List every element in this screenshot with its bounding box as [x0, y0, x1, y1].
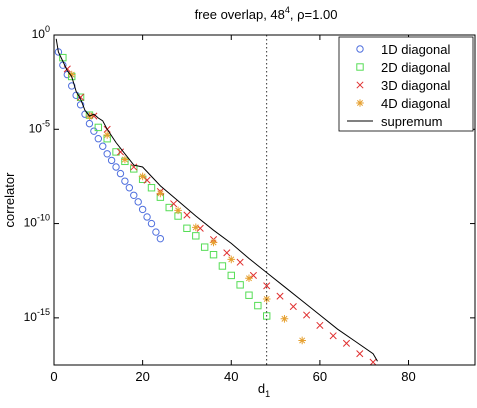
- legend-label: 2D diagonal: [381, 60, 450, 75]
- data-point-1d-diagonal: [90, 127, 98, 135]
- y-tick-label: 100: [32, 24, 50, 41]
- data-point-1d-diagonal: [147, 219, 156, 228]
- data-point-3d-diagonal: [276, 292, 284, 300]
- data-point-4d-diagonal: [245, 274, 253, 283]
- data-point-3d-diagonal: [342, 339, 351, 347]
- data-point-1d-diagonal: [143, 213, 151, 221]
- y-tick-label: 10-10: [24, 213, 50, 230]
- title-main: free overlap, 48: [195, 7, 285, 22]
- data-point-1d-diagonal: [121, 177, 129, 185]
- data-point-1d-diagonal: [103, 150, 111, 158]
- data-point-4d-diagonal: [138, 172, 147, 181]
- data-point-3d-diagonal: [130, 163, 138, 171]
- data-point-2d-diagonal: [94, 123, 103, 132]
- data-point-3d-diagonal: [196, 224, 204, 232]
- data-point-3d-diagonal: [249, 271, 257, 279]
- data-point-2d-diagonal: [165, 203, 173, 212]
- data-point-1d-diagonal: [112, 163, 120, 171]
- legend-label: 4D diagonal: [381, 96, 450, 111]
- data-point-4d-diagonal: [156, 189, 165, 198]
- legend: 1D diagonal 2D diagonal 3D diagonal 4D diag…: [338, 36, 474, 132]
- data-point-3d-diagonal: [303, 311, 311, 319]
- data-point-4d-diagonal: [280, 315, 289, 323]
- data-point-2d-diagonal: [254, 301, 262, 310]
- legend-swatch: [356, 99, 364, 107]
- legend-label: 3D diagonal: [381, 78, 450, 93]
- data-point-3d-diagonal: [223, 249, 231, 257]
- data-point-2d-diagonal: [209, 250, 218, 259]
- title-superscript: 4: [285, 5, 290, 15]
- data-point-4d-diagonal: [227, 255, 236, 264]
- data-point-2d-diagonal: [112, 148, 120, 156]
- data-point-1d-diagonal: [125, 184, 134, 192]
- data-point-3d-diagonal: [236, 258, 244, 266]
- data-point-2d-diagonal: [147, 184, 156, 192]
- data-point-1d-diagonal: [134, 198, 142, 206]
- x-tick-label: 80: [401, 369, 415, 384]
- y-tick-label: 10-15: [24, 307, 50, 324]
- data-point-2d-diagonal: [183, 224, 191, 232]
- data-point-4d-diagonal: [192, 223, 200, 232]
- chart-title: free overlap, 484, ρ=1.00: [195, 5, 338, 22]
- data-point-4d-diagonal: [103, 131, 111, 139]
- data-point-2d-diagonal: [192, 232, 200, 240]
- data-point-4d-diagonal: [174, 206, 182, 215]
- series-line-supremum: [55, 38, 378, 362]
- legend-swatch: [356, 45, 364, 53]
- title-tail: , ρ=1.00: [290, 7, 338, 22]
- data-point-3d-diagonal: [170, 200, 178, 208]
- x-axis-label: d1: [258, 381, 270, 399]
- data-point-3d-diagonal: [356, 350, 364, 358]
- data-point-2d-diagonal: [218, 262, 227, 270]
- y-axis-label: correlator: [2, 172, 17, 228]
- data-point-1d-diagonal: [156, 234, 165, 243]
- x-tick-label: 40: [224, 369, 238, 384]
- data-point-1d-diagonal: [107, 156, 116, 165]
- data-point-2d-diagonal: [227, 271, 235, 280]
- data-point-1d-diagonal: [116, 169, 125, 178]
- series-layer: [54, 38, 378, 365]
- data-point-4d-diagonal: [121, 155, 129, 164]
- x-tick-label: 20: [135, 369, 149, 384]
- data-point-3d-diagonal: [316, 321, 324, 329]
- data-point-1d-diagonal: [152, 228, 160, 236]
- data-point-3d-diagonal: [329, 332, 337, 340]
- data-point-3d-diagonal: [369, 358, 377, 365]
- data-point-2d-diagonal: [245, 291, 253, 299]
- x-tick-label: 0: [50, 369, 57, 384]
- x-tick-label: 60: [313, 369, 327, 384]
- legend-label: supremum: [381, 114, 442, 129]
- data-point-2d-diagonal: [236, 281, 244, 289]
- legend-swatch: [356, 63, 364, 71]
- data-point-1d-diagonal: [138, 205, 147, 214]
- legend-swatch: [356, 81, 364, 89]
- data-point-4d-diagonal: [67, 70, 76, 79]
- data-point-1d-diagonal: [76, 101, 85, 109]
- data-point-3d-diagonal: [263, 282, 271, 290]
- y-tick-label: 10-5: [29, 118, 50, 135]
- data-point-1d-diagonal: [130, 191, 138, 199]
- data-point-3d-diagonal: [116, 148, 125, 156]
- data-point-2d-diagonal: [200, 243, 209, 251]
- data-point-1d-diagonal: [99, 142, 107, 150]
- data-point-1d-diagonal: [85, 119, 94, 128]
- data-point-1d-diagonal: [54, 48, 63, 56]
- data-point-3d-diagonal: [183, 211, 191, 219]
- data-point-2d-diagonal: [130, 165, 138, 173]
- axes-box: [53, 34, 476, 366]
- data-point-4d-diagonal: [209, 238, 218, 247]
- data-point-1d-diagonal: [94, 135, 103, 143]
- data-point-3d-diagonal: [289, 302, 297, 311]
- legend-label: 1D diagonal: [381, 42, 450, 57]
- data-point-4d-diagonal: [298, 336, 306, 345]
- plot-area: 0 20 40 60 80 100 10-5 10-10 10-15: [24, 24, 476, 384]
